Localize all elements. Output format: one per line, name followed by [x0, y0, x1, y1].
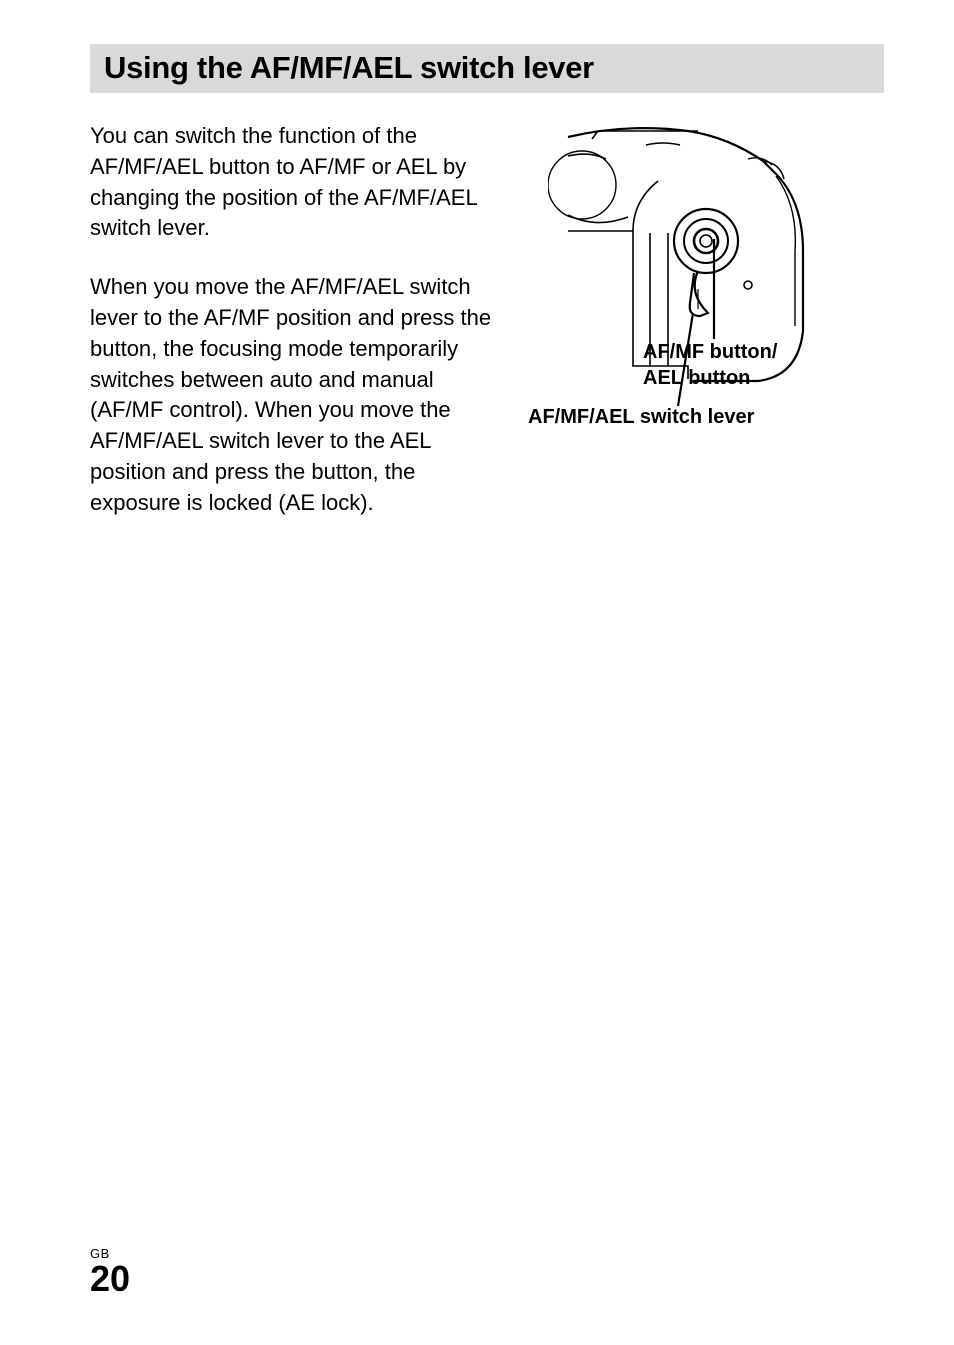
- paragraph-2: When you move the AF/MF/AEL switch lever…: [90, 272, 510, 518]
- figure-label-button-line2: AEL button: [643, 367, 750, 389]
- figure-label-button-line1: AF/MF button/: [643, 341, 777, 363]
- body-text-column: You can switch the function of the AF/MF…: [90, 121, 510, 547]
- figure-label-lever: AF/MF/AEL switch lever: [528, 406, 754, 429]
- section-header: Using the AF/MF/AEL switch lever: [90, 44, 884, 93]
- content-row: You can switch the function of the AF/MF…: [90, 121, 884, 547]
- figure-label-button: AF/MF button/ AEL button: [643, 339, 777, 391]
- page-footer: GB 20: [90, 1246, 130, 1297]
- paragraph-1: You can switch the function of the AF/MF…: [90, 121, 510, 244]
- footer-page-number: 20: [90, 1261, 130, 1297]
- section-title: Using the AF/MF/AEL switch lever: [104, 50, 870, 86]
- figure-column: AF/MF button/ AEL button AF/MF/AEL switc…: [528, 121, 884, 547]
